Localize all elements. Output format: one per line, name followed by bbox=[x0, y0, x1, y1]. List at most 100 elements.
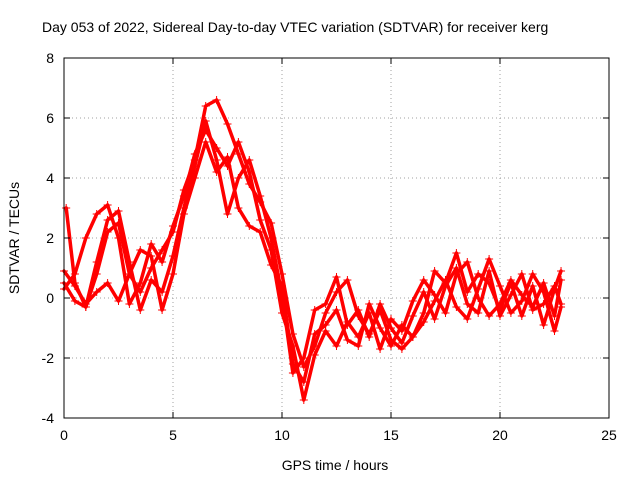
data-point-marker bbox=[310, 330, 319, 338]
data-point-marker bbox=[343, 321, 352, 329]
data-point-marker bbox=[474, 309, 483, 317]
data-point-marker bbox=[343, 276, 352, 284]
data-point-marker bbox=[201, 102, 210, 110]
data-point-marker bbox=[245, 156, 254, 164]
x-tick-label: 10 bbox=[274, 427, 290, 443]
data-point-marker bbox=[408, 297, 417, 305]
data-point-marker bbox=[158, 288, 167, 296]
grid-lines bbox=[64, 58, 609, 418]
data-point-marker bbox=[299, 378, 308, 386]
data-point-marker bbox=[430, 315, 439, 323]
data-point-marker bbox=[354, 306, 363, 314]
data-point-marker bbox=[169, 270, 177, 278]
y-tick-label: 8 bbox=[46, 50, 54, 66]
data-point-marker bbox=[408, 333, 417, 341]
data-point-marker bbox=[539, 300, 548, 308]
y-tick-label: 4 bbox=[46, 170, 54, 186]
data-point-marker bbox=[212, 156, 221, 164]
data-point-marker bbox=[419, 276, 428, 284]
data-point-marker bbox=[387, 324, 395, 332]
x-tick-label: 0 bbox=[60, 427, 68, 443]
data-point-marker bbox=[299, 354, 308, 362]
data-point-marker bbox=[517, 312, 526, 320]
data-point-marker bbox=[92, 210, 101, 218]
data-point-marker bbox=[256, 216, 265, 224]
data-point-marker bbox=[332, 306, 341, 314]
x-axis-title: GPS time / hours bbox=[282, 457, 389, 473]
data-point-marker bbox=[430, 297, 439, 305]
x-tick-label: 20 bbox=[492, 427, 508, 443]
data-point-marker bbox=[278, 291, 286, 299]
data-point-marker bbox=[190, 162, 199, 170]
data-point-marker bbox=[365, 333, 374, 341]
data-point-marker bbox=[539, 288, 548, 296]
data-point-marker bbox=[452, 264, 461, 272]
data-point-marker bbox=[343, 336, 352, 344]
data-point-marker bbox=[539, 321, 548, 329]
data-point-marker bbox=[103, 216, 112, 224]
data-point-marker bbox=[528, 282, 537, 290]
data-point-marker bbox=[463, 258, 472, 266]
data-point-marker bbox=[365, 300, 374, 308]
series-trace-4 bbox=[62, 117, 566, 377]
y-tick-label: -4 bbox=[42, 410, 55, 426]
data-point-marker bbox=[234, 204, 243, 212]
data-point-marker bbox=[212, 96, 221, 104]
data-point-marker bbox=[496, 312, 504, 320]
data-point-marker bbox=[419, 288, 428, 296]
data-point-marker bbox=[103, 279, 112, 287]
chart-title: Day 053 of 2022, Sidereal Day-to-day VTE… bbox=[42, 19, 548, 35]
data-point-marker bbox=[506, 276, 515, 284]
data-point-marker bbox=[441, 282, 450, 290]
data-point-marker bbox=[517, 270, 526, 278]
data-point-marker bbox=[354, 342, 363, 350]
data-point-marker bbox=[92, 288, 101, 296]
data-point-marker bbox=[256, 192, 265, 200]
data-point-marker bbox=[528, 270, 537, 278]
x-tick-label: 25 bbox=[601, 427, 617, 443]
data-point-marker bbox=[397, 321, 406, 329]
x-tick-label: 5 bbox=[169, 427, 177, 443]
data-point-marker bbox=[310, 306, 319, 314]
data-point-marker bbox=[387, 342, 395, 350]
data-point-marker bbox=[158, 258, 167, 266]
data-point-marker bbox=[179, 204, 188, 212]
data-point-marker bbox=[485, 312, 494, 320]
data-point-marker bbox=[299, 396, 308, 404]
data-point-marker bbox=[550, 327, 559, 335]
data-point-marker bbox=[419, 318, 428, 326]
data-point-marker bbox=[201, 117, 210, 125]
data-point-marker bbox=[452, 249, 461, 257]
data-point-marker bbox=[147, 252, 156, 260]
data-point-marker bbox=[158, 306, 167, 314]
data-point-marker bbox=[147, 276, 156, 284]
data-point-marker bbox=[463, 315, 472, 323]
x-tick-label: 15 bbox=[383, 427, 399, 443]
data-point-marker bbox=[256, 228, 265, 236]
axis-ticks: 0 5 10 15 20 25 -4 -2 0 2 4 6 8 bbox=[42, 50, 617, 443]
data-point-marker bbox=[223, 210, 232, 218]
data-point-marker bbox=[136, 306, 145, 314]
data-point-marker bbox=[169, 222, 177, 230]
data-point-marker bbox=[70, 297, 79, 305]
data-point-marker bbox=[506, 309, 515, 317]
data-point-marker bbox=[62, 204, 71, 212]
data-point-marker bbox=[103, 201, 112, 209]
y-tick-label: 0 bbox=[46, 290, 54, 306]
data-point-marker bbox=[136, 279, 145, 287]
data-point-marker bbox=[201, 138, 210, 146]
data-point-marker bbox=[223, 120, 232, 128]
data-point-marker bbox=[485, 267, 494, 275]
y-tick-label: 2 bbox=[46, 230, 54, 246]
data-point-marker bbox=[92, 258, 101, 266]
data-point-marker bbox=[114, 234, 123, 242]
data-point-marker bbox=[125, 258, 134, 266]
data-point-marker bbox=[485, 255, 494, 263]
data-point-marker bbox=[376, 345, 385, 353]
data-point-marker bbox=[550, 282, 559, 290]
series-trace-3 bbox=[60, 138, 566, 386]
data-point-marker bbox=[114, 297, 123, 305]
data-point-marker bbox=[474, 285, 483, 293]
data-point-marker bbox=[267, 234, 276, 242]
